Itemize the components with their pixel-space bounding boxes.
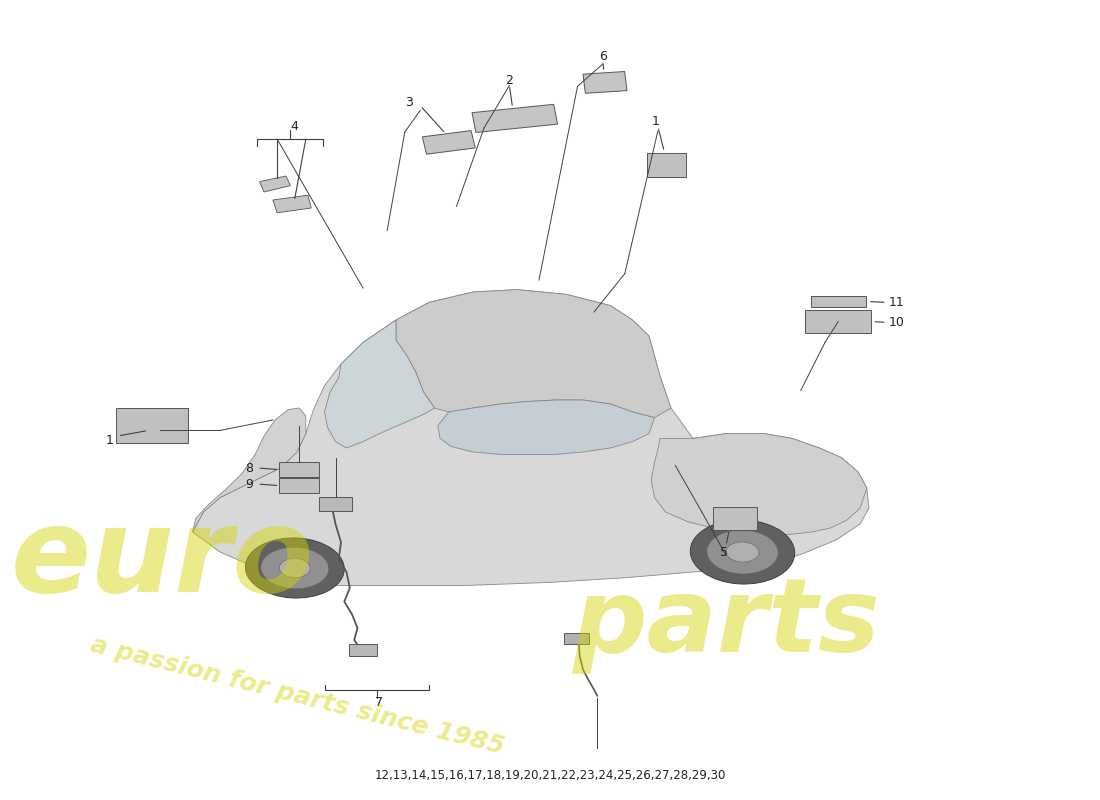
Text: euro: euro (11, 502, 315, 618)
Polygon shape (396, 290, 671, 418)
Ellipse shape (707, 530, 778, 574)
Text: a passion for parts since 1985: a passion for parts since 1985 (88, 633, 507, 759)
Text: 8: 8 (245, 462, 253, 474)
Polygon shape (260, 176, 290, 192)
Text: 7: 7 (375, 696, 384, 709)
Polygon shape (273, 195, 311, 213)
Ellipse shape (726, 542, 759, 562)
Text: 9: 9 (245, 478, 253, 490)
Text: 11: 11 (889, 296, 904, 309)
Polygon shape (438, 400, 654, 454)
Bar (472, 104, 558, 133)
Bar (647, 153, 686, 177)
Bar (422, 130, 475, 154)
Bar (279, 462, 319, 477)
Polygon shape (651, 434, 867, 534)
Text: 5: 5 (719, 546, 728, 558)
Text: 1: 1 (651, 115, 660, 128)
Text: 6: 6 (598, 50, 607, 62)
Polygon shape (324, 320, 435, 448)
Ellipse shape (261, 547, 329, 589)
Bar (319, 497, 352, 511)
Polygon shape (192, 408, 306, 532)
Bar (279, 478, 319, 493)
Text: 2: 2 (505, 74, 514, 86)
Polygon shape (192, 290, 869, 586)
Ellipse shape (245, 538, 344, 598)
Text: 3: 3 (405, 96, 414, 109)
Ellipse shape (691, 520, 794, 584)
Text: 4: 4 (290, 120, 299, 133)
Bar (713, 507, 757, 530)
Bar (564, 633, 589, 644)
Bar (583, 71, 627, 94)
Bar (350, 643, 376, 656)
Text: parts: parts (572, 574, 880, 674)
Ellipse shape (279, 558, 310, 578)
Bar (811, 296, 866, 307)
Text: 12,13,14,15,16,17,18,19,20,21,22,23,24,25,26,27,28,29,30: 12,13,14,15,16,17,18,19,20,21,22,23,24,2… (374, 770, 726, 782)
Bar (805, 310, 871, 333)
Text: 1: 1 (106, 434, 114, 446)
Bar (117, 408, 187, 443)
Text: 10: 10 (889, 316, 904, 329)
